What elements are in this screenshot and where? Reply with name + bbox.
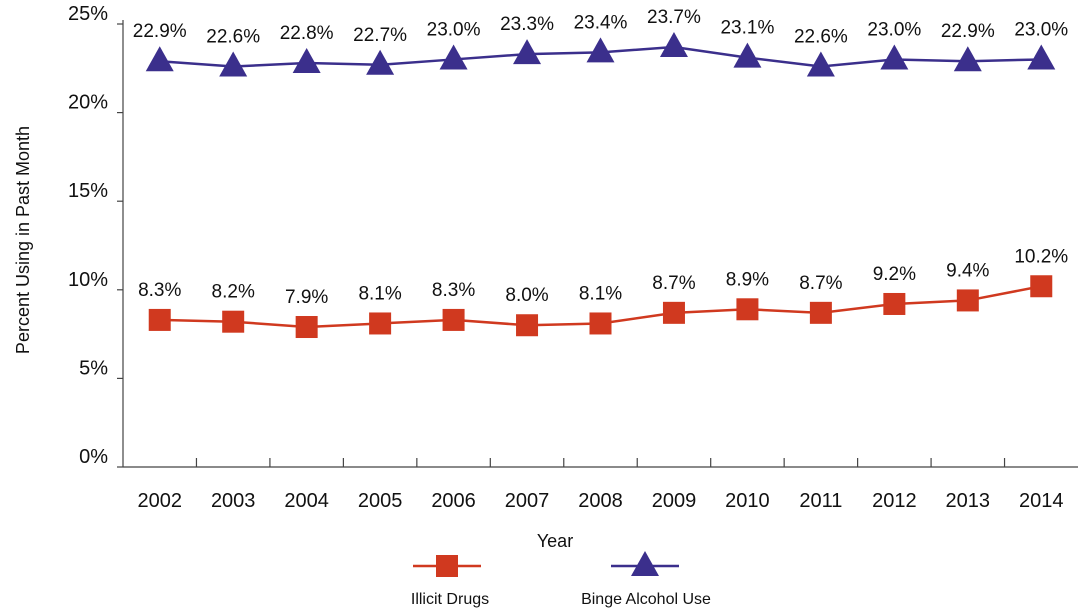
square-marker bbox=[1030, 275, 1053, 298]
legend-triangle-marker bbox=[631, 551, 659, 576]
y-tick-label: 25% bbox=[68, 3, 108, 25]
x-tick-label: 2012 bbox=[872, 490, 917, 512]
data-label: 8.1% bbox=[358, 283, 401, 304]
data-label: 22.7% bbox=[353, 25, 407, 46]
x-tick-label: 2013 bbox=[946, 490, 991, 512]
triangle-marker bbox=[733, 42, 762, 68]
x-tick-label: 2009 bbox=[652, 490, 697, 512]
data-label: 22.9% bbox=[941, 21, 995, 42]
y-tick-label: 5% bbox=[79, 357, 108, 379]
data-label: 23.0% bbox=[867, 19, 921, 40]
square-marker bbox=[589, 312, 612, 335]
triangle-marker bbox=[953, 46, 982, 72]
data-label: 10.2% bbox=[1014, 246, 1068, 267]
x-axis-title: Year bbox=[537, 531, 573, 551]
x-tick-label: 2002 bbox=[137, 490, 182, 512]
square-marker bbox=[956, 289, 979, 312]
x-tick-label: 2007 bbox=[505, 490, 550, 512]
square-marker bbox=[442, 308, 465, 331]
data-label: 8.3% bbox=[138, 280, 181, 301]
axes: 0% 5% 10% 15% 20% 25% 2002 2003 2004 2005 2006 2007… bbox=[68, 3, 1078, 512]
data-label: 7.9% bbox=[285, 287, 328, 308]
data-label: 9.2% bbox=[873, 264, 916, 285]
square-marker bbox=[148, 308, 171, 331]
triangle-marker bbox=[659, 32, 688, 58]
square-marker bbox=[809, 301, 832, 324]
triangle-marker bbox=[880, 44, 909, 70]
triangle-marker bbox=[219, 51, 248, 77]
triangle-marker bbox=[806, 51, 835, 77]
data-label: 8.7% bbox=[652, 273, 695, 294]
data-label: 23.4% bbox=[574, 12, 628, 33]
x-tick-label: 2011 bbox=[799, 490, 842, 512]
data-labels: 8.3% 8.2% 7.9% 8.1% 8.3% 8.0% 8.1% 8.7% 8.9% 8.7%… bbox=[133, 7, 1069, 308]
triangle-marker bbox=[292, 47, 321, 73]
legend: Illicit Drugs Binge Alcohol Use bbox=[411, 551, 711, 608]
x-tick-label: 2006 bbox=[431, 490, 476, 512]
y-axis-title: Percent Using in Past Month bbox=[13, 126, 33, 354]
data-label: 22.6% bbox=[794, 27, 848, 48]
square-marker bbox=[516, 314, 539, 337]
square-marker bbox=[295, 316, 318, 339]
square-marker bbox=[662, 301, 685, 324]
data-label: 8.7% bbox=[799, 273, 842, 294]
data-label: 8.2% bbox=[212, 282, 255, 303]
triangle-marker bbox=[439, 44, 468, 70]
x-tick-label: 2008 bbox=[578, 490, 623, 512]
x-tick-label: 2005 bbox=[358, 490, 403, 512]
data-label: 8.3% bbox=[432, 280, 475, 301]
triangle-marker bbox=[366, 49, 395, 75]
data-label: 23.0% bbox=[1014, 19, 1068, 40]
data-label: 22.6% bbox=[206, 27, 260, 48]
y-tick-label: 15% bbox=[68, 180, 108, 202]
data-label: 9.4% bbox=[946, 260, 989, 281]
legend-label: Illicit Drugs bbox=[411, 591, 489, 608]
data-label: 23.7% bbox=[647, 7, 701, 28]
square-marker bbox=[736, 298, 759, 321]
data-label: 8.1% bbox=[579, 283, 622, 304]
legend-square-marker bbox=[436, 555, 458, 577]
data-label: 8.9% bbox=[726, 269, 769, 290]
data-label: 8.0% bbox=[505, 285, 548, 306]
data-label: 23.1% bbox=[720, 18, 774, 39]
x-tick-label: 2010 bbox=[725, 490, 770, 512]
square-marker bbox=[883, 292, 906, 315]
x-tick-label: 2003 bbox=[211, 490, 256, 512]
data-label: 22.9% bbox=[133, 21, 187, 42]
y-tick-label: 10% bbox=[68, 269, 108, 291]
square-marker bbox=[369, 312, 392, 335]
y-tick-label: 0% bbox=[79, 446, 108, 468]
triangle-marker bbox=[513, 39, 542, 65]
triangle-marker bbox=[145, 46, 174, 72]
x-tick-label: 2014 bbox=[1019, 490, 1064, 512]
legend-label: Binge Alcohol Use bbox=[581, 591, 711, 608]
x-tick-label: 2004 bbox=[284, 490, 329, 512]
triangle-marker bbox=[1027, 44, 1056, 70]
series-layer bbox=[145, 32, 1056, 339]
triangle-marker bbox=[586, 37, 615, 63]
data-label: 23.3% bbox=[500, 14, 554, 35]
y-tick-label: 20% bbox=[68, 92, 108, 114]
square-marker bbox=[222, 310, 245, 333]
data-label: 22.8% bbox=[280, 23, 334, 44]
data-label: 23.0% bbox=[427, 19, 481, 40]
